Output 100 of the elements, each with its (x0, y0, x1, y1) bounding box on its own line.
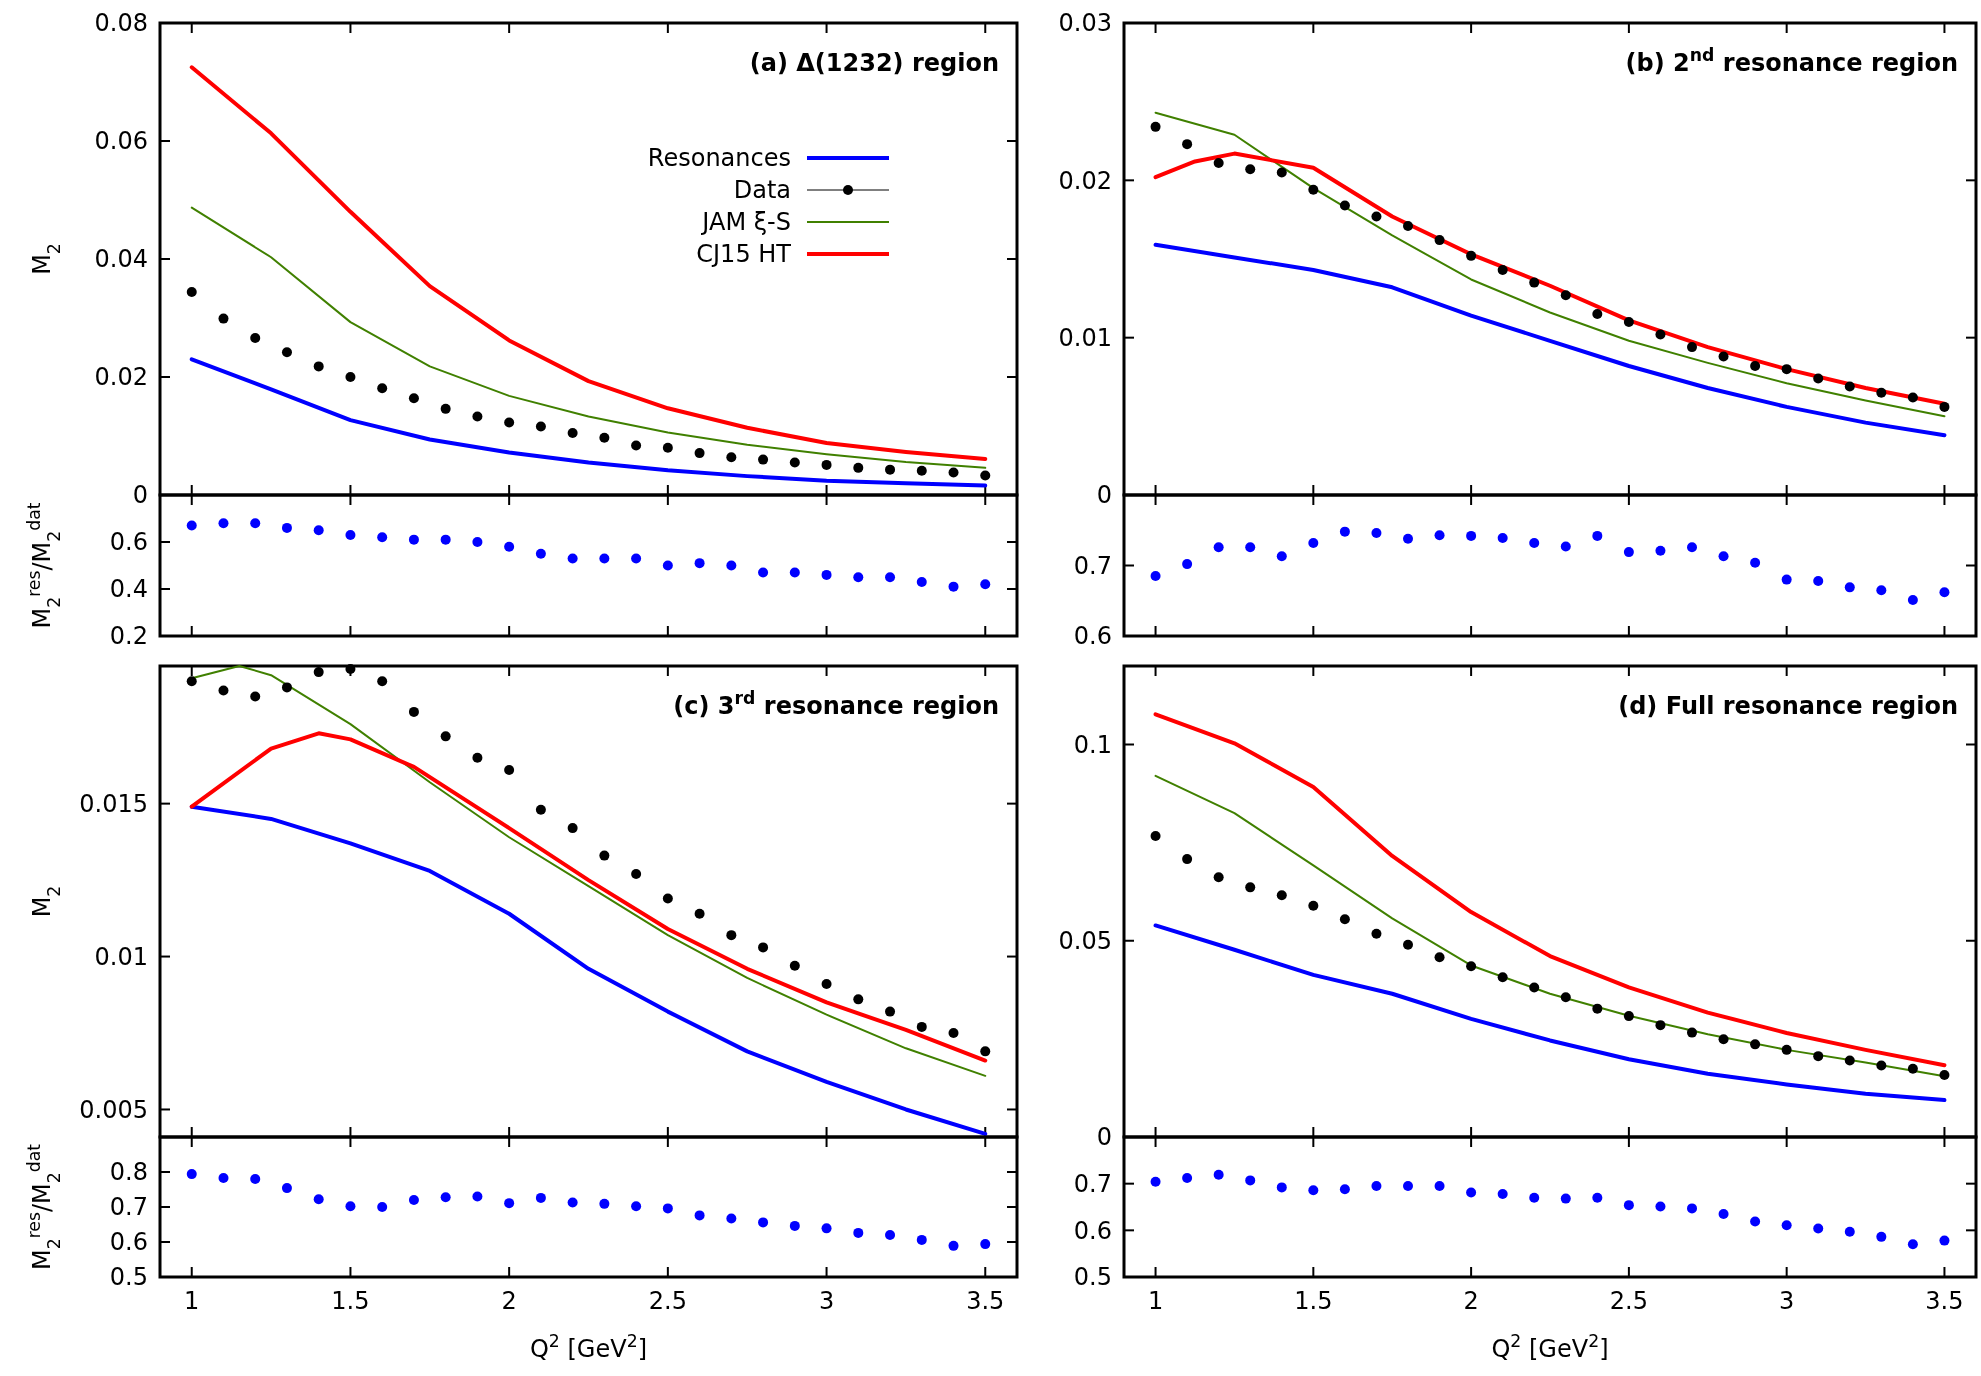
point (948, 1240, 959, 1251)
point (281, 682, 292, 693)
point (535, 1192, 546, 1203)
point (1529, 982, 1540, 993)
point (599, 432, 610, 443)
point (789, 457, 800, 468)
x-tick-label: 2.5 (648, 1287, 687, 1315)
point (821, 569, 832, 580)
point (1592, 1192, 1603, 1203)
y-tick-label: 0.8 (109, 1158, 148, 1187)
point (726, 560, 737, 571)
point (1150, 830, 1161, 841)
point (1308, 900, 1319, 911)
point (250, 333, 261, 344)
point (980, 1239, 991, 1250)
point (885, 572, 896, 583)
point (1403, 1181, 1413, 1191)
point (1750, 360, 1761, 371)
y-tick-label: 0.02 (1058, 166, 1112, 195)
x-tick-label: 2.5 (1609, 1287, 1648, 1315)
point (789, 1220, 800, 1231)
point (1276, 167, 1287, 178)
point (980, 470, 991, 481)
text: (c) 3$^{rd}$ resonance region (673, 688, 999, 720)
point (1213, 158, 1224, 169)
point (377, 532, 388, 543)
point (821, 459, 832, 470)
point (504, 417, 515, 428)
point (916, 1021, 927, 1032)
point (1150, 571, 1161, 582)
point (1655, 329, 1666, 340)
point (1339, 200, 1350, 211)
y-tick-label: 0.5 (1073, 1263, 1112, 1292)
point (1371, 528, 1382, 539)
point (345, 372, 356, 382)
point (186, 520, 197, 531)
point (1813, 1051, 1824, 1062)
x-tick-label: 1.5 (1294, 1287, 1333, 1315)
point (313, 361, 324, 372)
x-tick-label: 2 (501, 1287, 517, 1315)
point (218, 1172, 229, 1183)
point (472, 752, 483, 763)
point (345, 1201, 356, 1212)
point (1150, 1176, 1161, 1187)
point (1876, 585, 1887, 596)
point (567, 1197, 578, 1208)
point (313, 525, 324, 536)
line-series (189, 731, 988, 1063)
point (1245, 164, 1256, 175)
point (504, 1198, 515, 1209)
legend-label: CJ15 HT (696, 240, 792, 269)
point (1907, 392, 1918, 403)
point (535, 548, 546, 559)
point (1434, 952, 1445, 963)
y-tick-label: 0 (132, 481, 148, 510)
point (313, 667, 324, 678)
line-series (1153, 242, 1947, 438)
point (535, 804, 546, 815)
point (504, 764, 515, 775)
line-series (189, 357, 988, 488)
point (821, 1223, 832, 1234)
point (1434, 235, 1445, 246)
point (1371, 1181, 1382, 1191)
point (1560, 541, 1571, 552)
point (662, 442, 673, 453)
point (472, 1191, 483, 1202)
point (885, 1006, 896, 1017)
point (1497, 265, 1508, 276)
point (1623, 1011, 1634, 1022)
point (853, 1227, 864, 1238)
point (1403, 939, 1413, 950)
point (1371, 928, 1382, 939)
point (726, 930, 737, 941)
point (1876, 1060, 1887, 1071)
point (726, 1213, 737, 1224)
point (377, 383, 388, 394)
point (726, 452, 737, 463)
y-tick-label: 0.6 (1073, 1216, 1112, 1245)
point (313, 1194, 324, 1205)
point (1844, 582, 1855, 593)
point (1245, 1175, 1256, 1186)
point (1907, 595, 1918, 606)
point (916, 576, 927, 587)
y-tick-label: 0.05 (1058, 927, 1112, 956)
y-tick-label: 0.01 (94, 942, 148, 971)
point (1718, 551, 1729, 562)
point (1844, 1055, 1855, 1066)
point (758, 1217, 769, 1228)
point (281, 1183, 292, 1194)
point (980, 579, 991, 590)
x-axis-title: Q$^{2}$ [GeV$^{2}$] (1491, 1331, 1609, 1363)
point (1844, 1226, 1855, 1237)
point (567, 823, 578, 834)
point (631, 868, 642, 879)
point (1718, 1209, 1729, 1219)
point (440, 1192, 451, 1203)
point (186, 676, 197, 687)
point (789, 960, 800, 971)
x-tick-label: 3 (818, 1287, 835, 1315)
point (1813, 576, 1824, 587)
